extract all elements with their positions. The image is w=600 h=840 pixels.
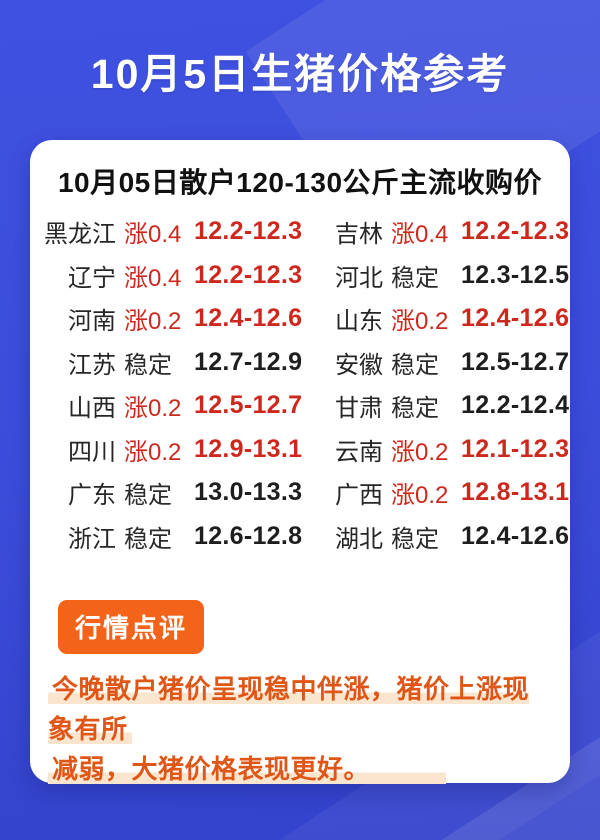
province-name: 广东: [68, 482, 116, 510]
price-row-henan: 河南 涨0.2 12.4-12.6: [36, 297, 303, 341]
price-card: 10月05日散户120-130公斤主流收购价 黑龙江 涨0.4 12.2-12.…: [30, 140, 570, 784]
province-name: 江苏: [68, 351, 116, 379]
price-row-guangxi: 广西 涨0.2 12.8-13.1: [303, 471, 570, 515]
price-range: 12.2-12.3: [194, 217, 303, 246]
price-row-jiangsu: 江苏 稳定 12.7-12.9: [36, 341, 303, 385]
price-change: 稳定: [391, 351, 439, 379]
price-range: 12.5-12.7: [194, 391, 303, 420]
price-range: 12.6-12.8: [194, 521, 303, 550]
price-range: 12.8-13.1: [461, 478, 570, 507]
price-row-shanxi: 山西 涨0.2 12.5-12.7: [36, 384, 303, 428]
price-range: 13.0-13.3: [194, 478, 303, 507]
province-name: 河北: [335, 264, 383, 292]
price-row-sichuan: 四川 涨0.2 12.9-13.1: [36, 428, 303, 472]
price-change: 涨0.4: [124, 264, 182, 292]
province-name: 吉林: [335, 221, 383, 249]
province-name: 河南: [68, 308, 116, 336]
province-name: 山西: [68, 395, 116, 423]
price-row-guangdong: 广东 稳定 13.0-13.3: [36, 471, 303, 515]
price-change: 涨0.2: [124, 308, 182, 336]
price-table: 黑龙江 涨0.4 12.2-12.3 辽宁 涨0.4 12.2-12.3 河南 …: [30, 210, 570, 558]
commentary-line: 今晚散户猪价呈现稳中伴涨，猪价上涨现象有所: [48, 669, 550, 749]
province-name: 湖北: [335, 525, 383, 553]
province-name: 甘肃: [335, 395, 383, 423]
price-change: 涨0.2: [391, 438, 449, 466]
price-change: 稳定: [124, 525, 172, 553]
price-change: 稳定: [124, 482, 172, 510]
price-range: 12.2-12.4: [461, 391, 570, 420]
commentary-badge: 行情点评: [58, 600, 205, 654]
commentary-line-text: 减弱，大猪价格表现更好。: [48, 754, 447, 784]
price-row-gansu: 甘肃 稳定 12.2-12.4: [303, 384, 570, 428]
price-range: 12.2-12.3: [194, 260, 303, 289]
province-name: 安徽: [335, 351, 383, 379]
price-row-hubei: 湖北 稳定 12.4-12.6: [303, 515, 570, 559]
price-row-yunnan: 云南 涨0.2 12.1-12.3: [303, 428, 570, 472]
price-range: 12.5-12.7: [461, 347, 570, 376]
commentary-line: 减弱，大猪价格表现更好。: [48, 749, 550, 789]
price-range: 12.7-12.9: [194, 347, 303, 376]
price-range: 12.4-12.6: [461, 521, 570, 550]
commentary-text: 今晚散户猪价呈现稳中伴涨，猪价上涨现象有所 减弱，大猪价格表现更好。: [48, 669, 550, 789]
price-range: 12.1-12.3: [461, 434, 570, 463]
price-range: 12.4-12.6: [194, 304, 303, 333]
price-change: 稳定: [124, 351, 172, 379]
price-change: 涨0.4: [124, 221, 182, 249]
province-name: 云南: [335, 438, 383, 466]
price-change: 涨0.2: [124, 395, 182, 423]
price-change: 涨0.2: [391, 482, 449, 510]
card-title: 10月05日散户120-130公斤主流收购价: [57, 167, 543, 198]
commentary-line-text: 今晚散户猪价呈现稳中伴涨，猪价上涨现象有所: [48, 674, 530, 744]
province-name: 浙江: [68, 525, 116, 553]
price-change: 稳定: [391, 525, 439, 553]
province-name: 广西: [335, 482, 383, 510]
price-change: 涨0.2: [391, 308, 449, 336]
price-row-liaoning: 辽宁 涨0.4 12.2-12.3: [36, 254, 303, 298]
province-name: 黑龙江: [44, 221, 116, 249]
province-name: 四川: [68, 438, 116, 466]
price-range: 12.2-12.3: [461, 217, 570, 246]
price-row-anhui: 安徽 稳定 12.5-12.7: [303, 341, 570, 385]
price-change: 涨0.2: [124, 438, 182, 466]
price-row-shandong: 山东 涨0.2 12.4-12.6: [303, 297, 570, 341]
commentary-section: 行情点评 今晚散户猪价呈现稳中伴涨，猪价上涨现象有所 减弱，大猪价格表现更好。: [30, 600, 570, 789]
price-change: 稳定: [391, 264, 439, 292]
price-range: 12.9-13.1: [194, 434, 303, 463]
price-row-jilin: 吉林 涨0.4 12.2-12.3: [303, 210, 570, 254]
province-name: 辽宁: [68, 264, 116, 292]
price-row-heilongjiang: 黑龙江 涨0.4 12.2-12.3: [36, 210, 303, 254]
price-change: 稳定: [391, 395, 439, 423]
price-range: 12.3-12.5: [461, 260, 570, 289]
page-title: 10月5日生猪价格参考: [90, 51, 510, 97]
price-range: 12.4-12.6: [461, 304, 570, 333]
price-change: 涨0.4: [391, 221, 449, 249]
price-row-hebei: 河北 稳定 12.3-12.5: [303, 254, 570, 298]
province-name: 山东: [335, 308, 383, 336]
price-row-zhejiang: 浙江 稳定 12.6-12.8: [36, 515, 303, 559]
